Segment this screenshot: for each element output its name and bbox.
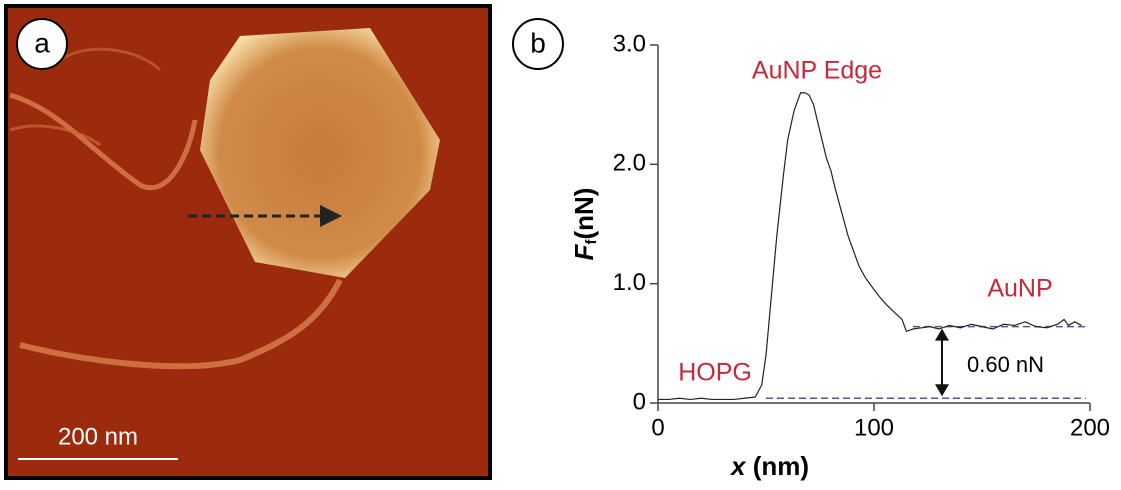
arrow-head [935, 328, 949, 341]
panel-badge [512, 18, 564, 70]
annotation: AuNP [987, 275, 1052, 303]
y-axis-unit: (nN) [569, 188, 599, 240]
x-axis-var: x [729, 451, 747, 481]
fiber [19, 278, 343, 370]
annotation: HOPG [678, 359, 752, 387]
panel-label: a [34, 27, 50, 58]
x-tick-label: 100 [854, 414, 894, 441]
y-axis-sub: f [583, 239, 600, 245]
y-axis-var: F [569, 243, 599, 260]
chart: b x (nm) Ff(nN) 0 1.0 2.0 3.0 0 100 200 0.60 nN… [512, 18, 1110, 481]
difference-label: 0.60 nN [967, 352, 1044, 377]
x-axis-label: x (nm) [729, 451, 809, 481]
x-axis-unit: (nm) [753, 451, 809, 481]
afm-image: 200 nm a [4, 4, 492, 480]
y-axis-label: Ff(nN) [569, 188, 600, 261]
annotation: AuNP Edge [752, 57, 882, 85]
data-line [658, 92, 1082, 401]
scale-bar-label: 200 nm [58, 423, 138, 450]
x-tick-label: 0 [651, 414, 664, 441]
arrow-head [935, 384, 949, 397]
y-tick-label: 3.0 [613, 30, 646, 57]
y-tick-label: 0 [633, 388, 646, 415]
fiber [9, 92, 198, 191]
y-tick-label: 1.0 [613, 269, 646, 296]
fiber [59, 47, 162, 72]
x-tick-label: 200 [1070, 414, 1110, 441]
arrow-head [320, 205, 342, 227]
y-tick-label: 2.0 [613, 150, 646, 177]
panel-label: b [530, 27, 546, 58]
fiber [9, 124, 101, 147]
panel-badge [16, 18, 68, 70]
